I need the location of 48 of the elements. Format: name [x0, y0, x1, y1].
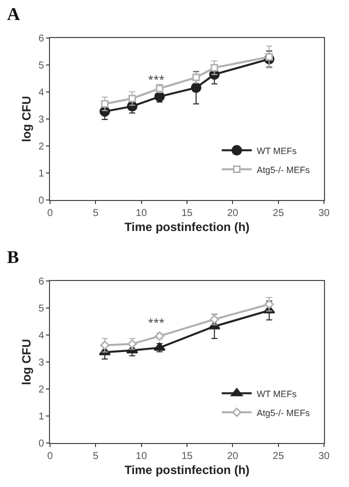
- x-tick-label: 10: [136, 208, 148, 219]
- x-tick-label: 25: [272, 208, 284, 219]
- point: [100, 340, 110, 350]
- annotation: ***: [148, 72, 166, 86]
- y-tick-label: 6: [38, 276, 44, 288]
- legend-label: WT MEFs: [256, 388, 298, 399]
- y-tick-label: 0: [38, 196, 44, 206]
- point: [154, 342, 166, 351]
- y-tick-label: 1: [38, 412, 44, 422]
- y-axis-title: log CFU: [20, 96, 34, 142]
- legend-label: WT MEFs: [256, 146, 298, 156]
- x-tick-label: 0: [47, 208, 54, 219]
- y-tick-label: 5: [38, 304, 44, 314]
- y-tick-label: 0: [38, 438, 44, 450]
- point: [128, 94, 136, 102]
- x-tick-label: 0: [47, 451, 54, 462]
- x-tick-label: 5: [92, 208, 99, 219]
- y-tick-label: 5: [38, 60, 44, 72]
- y-tick-label: 4: [38, 330, 44, 342]
- x-tick-label: 5: [92, 451, 99, 462]
- y-tick-label: 3: [38, 358, 44, 368]
- chart-title: A: [6, 4, 20, 24]
- x-tick-label: 30: [318, 451, 330, 462]
- y-tick-label: 4: [38, 88, 44, 98]
- chart-title: B: [6, 246, 19, 267]
- x-tick-label: 30: [318, 208, 330, 219]
- y-tick-label: 2: [38, 142, 44, 152]
- y-tick-label: 2: [38, 384, 44, 396]
- legend-label: Atg5-/- MEFs: [256, 164, 310, 175]
- x-tick-label: 20: [227, 208, 239, 219]
- x-tick-label: 20: [227, 451, 239, 462]
- x-axis-title: Time postinfection (h): [124, 462, 250, 477]
- legend-label: Atg5-/- MEFs: [256, 408, 310, 418]
- point: [265, 53, 273, 61]
- x-tick-label: 10: [136, 451, 148, 462]
- x-tick-label: 15: [181, 208, 193, 219]
- point: [264, 300, 274, 309]
- y-tick-label: 1: [38, 168, 44, 180]
- point: [190, 82, 202, 93]
- x-tick-label: 15: [181, 451, 193, 462]
- x-axis-title: Time postinfection (h): [124, 220, 250, 234]
- y-tick-label: 3: [38, 114, 44, 126]
- y-tick-label: 6: [38, 34, 44, 44]
- y-axis-title: log CFU: [20, 339, 34, 385]
- annotation: ***: [148, 315, 166, 329]
- point: [101, 100, 109, 108]
- x-tick-label: 25: [272, 451, 284, 462]
- point: [210, 64, 218, 72]
